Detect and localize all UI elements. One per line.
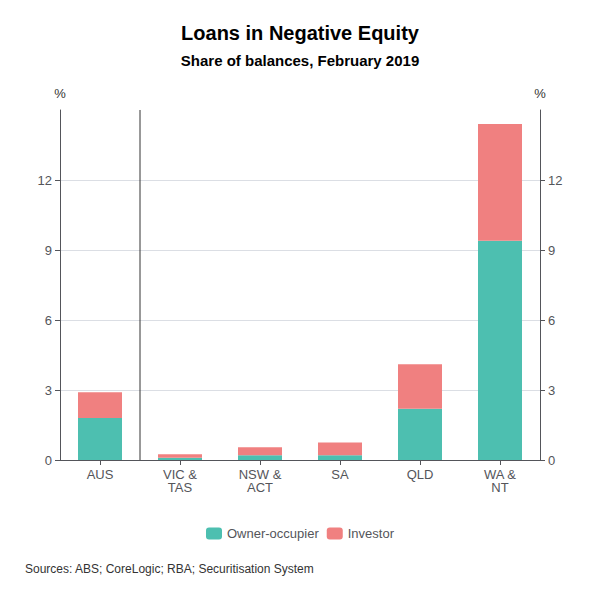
svg-text:9: 9	[45, 243, 52, 258]
svg-text:Loans in Negative Equity: Loans in Negative Equity	[181, 22, 420, 44]
svg-text:SA: SA	[331, 467, 349, 482]
svg-text:9: 9	[548, 243, 555, 258]
svg-text:QLD: QLD	[407, 467, 434, 482]
svg-text:VIC &: VIC &	[163, 467, 197, 482]
svg-text:Sources: ABS; CoreLogic; RBA;: Sources: ABS; CoreLogic; RBA; Securitisa…	[25, 562, 314, 576]
svg-text:WA &: WA &	[484, 467, 516, 482]
svg-text:Investor: Investor	[348, 526, 395, 541]
svg-text:Owner-occupier: Owner-occupier	[227, 526, 319, 541]
svg-text:%: %	[54, 86, 66, 101]
svg-text:0: 0	[548, 453, 555, 468]
svg-text:NT: NT	[491, 480, 508, 495]
svg-text:AUS: AUS	[87, 467, 114, 482]
svg-text:12: 12	[38, 173, 52, 188]
svg-text:Share of balances, February 20: Share of balances, February 2019	[181, 52, 419, 69]
svg-text:12: 12	[548, 173, 562, 188]
svg-text:%: %	[534, 86, 546, 101]
svg-text:3: 3	[45, 383, 52, 398]
svg-text:6: 6	[45, 313, 52, 328]
svg-text:6: 6	[548, 313, 555, 328]
svg-text:TAS: TAS	[168, 480, 193, 495]
svg-text:3: 3	[548, 383, 555, 398]
svg-text:0: 0	[45, 453, 52, 468]
svg-text:NSW &: NSW &	[238, 467, 282, 482]
svg-text:ACT: ACT	[247, 480, 273, 495]
